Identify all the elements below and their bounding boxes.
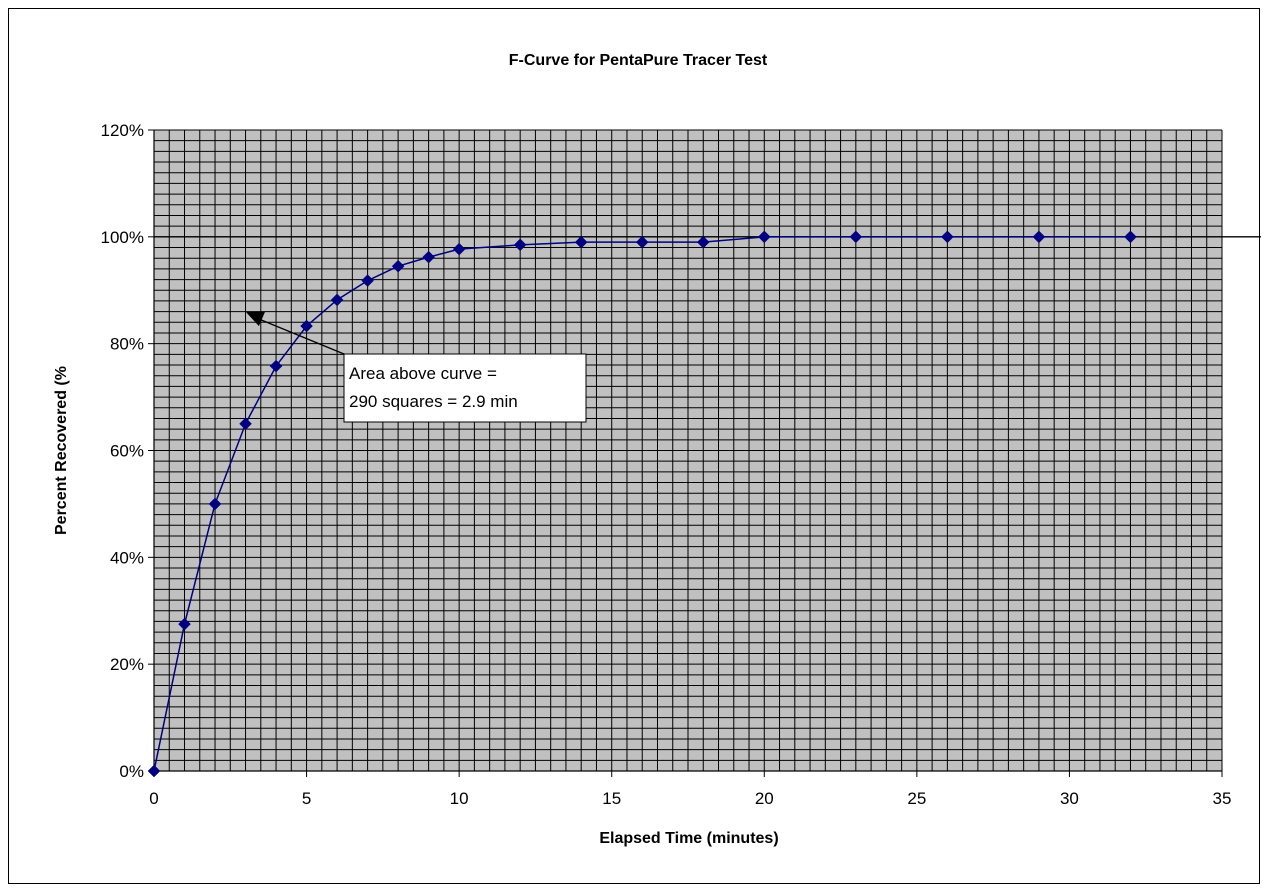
- x-tick-label: 10: [450, 789, 469, 808]
- annotation-arrow-line: [255, 317, 345, 355]
- y-tick-label: 0%: [119, 762, 144, 781]
- data-point-marker: [330, 293, 344, 307]
- annotation-text-line-2: 290 squares = 2.9 min: [349, 392, 518, 411]
- series-line: [153, 236, 1131, 772]
- data-point-marker: [300, 319, 313, 333]
- x-tick-label: 15: [602, 789, 621, 808]
- annotation-text-line-1: Area above curve =: [349, 364, 497, 383]
- annotation: Area above curve = 290 squares = 2.9 min: [245, 311, 587, 423]
- x-tick-label: 25: [907, 789, 926, 808]
- data-point-marker: [635, 235, 649, 249]
- data-point-marker: [269, 359, 283, 373]
- data-point-marker: [941, 230, 954, 244]
- data-point-marker: [513, 238, 527, 252]
- y-tick-label: 80%: [110, 335, 144, 354]
- x-tick-label: 20: [755, 789, 774, 808]
- x-tick-label: 35: [1213, 789, 1232, 808]
- data-point-marker: [391, 259, 405, 273]
- y-tick-label: 20%: [110, 655, 144, 674]
- chart-frame: F-Curve for PentaPure Tracer Test 0 5 10 15…: [8, 8, 1261, 884]
- grid-lines: [153, 129, 1223, 772]
- chart-title: F-Curve for PentaPure Tracer Test: [509, 52, 768, 69]
- x-axis-label: Elapsed Time (minutes): [599, 830, 778, 847]
- data-point-marker: [574, 235, 588, 249]
- data-point-marker: [1032, 230, 1046, 244]
- data-point-marker: [422, 250, 435, 264]
- y-tick-label: 100%: [101, 228, 144, 247]
- y-tick-label: 40%: [110, 548, 144, 567]
- data-point-marker: [178, 617, 191, 631]
- data-point-marker: [239, 417, 252, 431]
- y-tick-label: 120%: [101, 121, 144, 140]
- y-axis-label: Percent Recovered (%: [53, 366, 70, 535]
- x-tick-label: 30: [1060, 789, 1079, 808]
- series-markers: [147, 230, 1137, 778]
- chart-svg: F-Curve for PentaPure Tracer Test 0 5 10 15…: [53, 52, 1261, 847]
- data-point-marker: [849, 230, 863, 244]
- data-point-marker: [696, 235, 710, 249]
- data-point-marker: [452, 242, 466, 256]
- tick-labels: 0 5 10 15 20 25 30 35 0% 20% 40% 60% 80% 100% 120%: [101, 121, 1232, 808]
- annotation-arrow-head: [245, 311, 266, 327]
- x-tick-label: 0: [149, 789, 158, 808]
- data-point-marker: [1124, 230, 1137, 244]
- data-point-marker: [757, 230, 771, 244]
- series-polyline: [153, 236, 1131, 772]
- y-tick-label: 60%: [110, 442, 144, 461]
- data-point-marker: [147, 764, 161, 778]
- data-point-marker: [361, 274, 374, 287]
- data-point-marker: [208, 497, 222, 511]
- annotation-box: [343, 353, 587, 423]
- x-tick-label: 5: [302, 789, 311, 808]
